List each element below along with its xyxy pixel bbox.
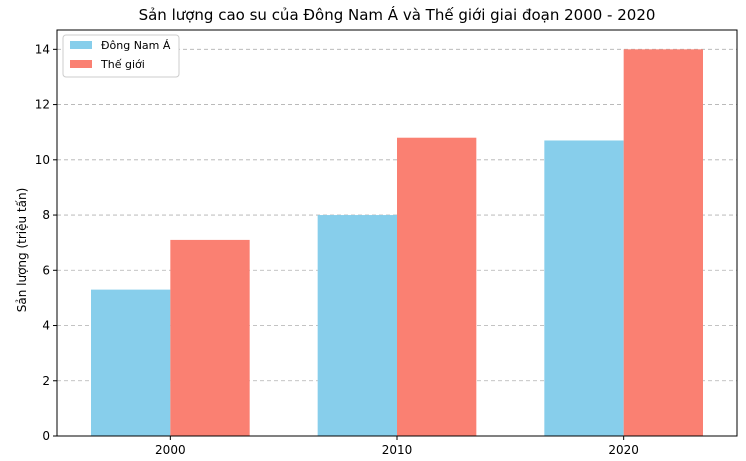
legend-label: Thế giới: [100, 58, 145, 71]
bar-2020-0: [544, 140, 624, 436]
y-tick-label: 10: [35, 153, 50, 167]
legend: Đông Nam Á Thế giới: [62, 34, 180, 78]
y-tick-label: 8: [42, 208, 50, 222]
y-tick-label: 2: [42, 374, 50, 388]
bar-2000-1: [170, 239, 250, 436]
x-tick-label: 2000: [155, 443, 186, 457]
plot-frame: [56, 29, 738, 437]
y-axis-label: Sản lượng (triệu tấn): [15, 188, 29, 313]
chart-title: Sản lượng cao su của Đông Nam Á và Thế g…: [138, 6, 656, 24]
axes: 0 2 4 6 8 10 12 14 2000 2010 2020: [35, 29, 738, 457]
legend-swatch: [70, 60, 92, 68]
x-tick-label: 2020: [608, 443, 639, 457]
bar-2000-0: [91, 289, 171, 436]
y-tick-label: 6: [42, 263, 50, 277]
y-tick-label: 12: [35, 98, 50, 112]
bar-2020-1: [623, 49, 703, 436]
y-tick-label: 0: [42, 429, 50, 443]
bar-2010-0: [317, 215, 397, 436]
legend-label: Đông Nam Á: [101, 39, 171, 52]
bar-2010-1: [397, 137, 477, 436]
y-tick-label: 4: [42, 319, 50, 333]
x-tick-label: 2010: [382, 443, 413, 457]
legend-swatch: [70, 41, 92, 49]
bars: [91, 49, 703, 436]
y-tick-label: 14: [35, 42, 50, 56]
